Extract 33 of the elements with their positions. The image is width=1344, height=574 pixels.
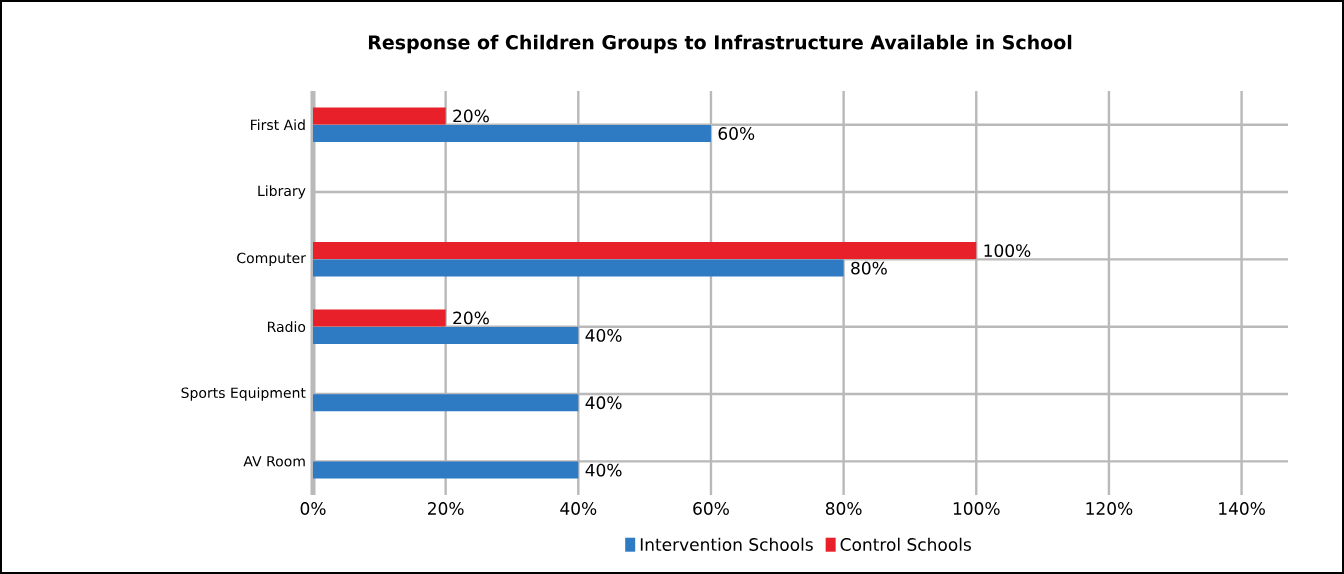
data-label: 80% — [851, 261, 887, 275]
bar — [313, 326, 579, 344]
x-tick-label: 100% — [953, 502, 1000, 515]
bar — [313, 242, 977, 260]
x-tick-label: 40% — [560, 502, 597, 515]
x-tick-label: 140% — [1219, 502, 1265, 515]
data-label: 100% — [984, 244, 1031, 258]
data-label: 40% — [585, 396, 622, 410]
data-label: 40% — [585, 329, 622, 342]
bar — [313, 394, 579, 412]
x-tick-label: 0% — [300, 502, 326, 515]
x-tick-label: 60% — [693, 502, 729, 515]
data-label: 60% — [718, 127, 755, 140]
legend-label: Intervention Schools — [640, 537, 813, 551]
x-tick-label: 120% — [1086, 502, 1133, 515]
legend-label: Control Schools — [840, 537, 971, 551]
y-tick-label: Library — [258, 185, 306, 199]
bar — [313, 309, 446, 327]
y-tick-label: Sports Equipment — [181, 387, 306, 401]
y-tick-label: Radio — [267, 321, 306, 333]
x-tick-label: 20% — [428, 502, 464, 515]
data-label: 20% — [453, 109, 489, 123]
data-label: 40% — [585, 463, 622, 477]
y-tick-label: First Aid — [251, 119, 305, 131]
y-tick-label: Computer — [237, 252, 306, 266]
chart-title: Response of Children Groups to Infrastructure Available in School — [368, 34, 1072, 54]
y-tick-label: AV Room — [243, 456, 305, 467]
bar — [313, 259, 844, 277]
bar — [313, 107, 446, 125]
data-label: 20% — [453, 311, 489, 325]
x-tick-label: 80% — [825, 502, 862, 515]
bar — [313, 124, 711, 142]
bar — [313, 461, 579, 479]
